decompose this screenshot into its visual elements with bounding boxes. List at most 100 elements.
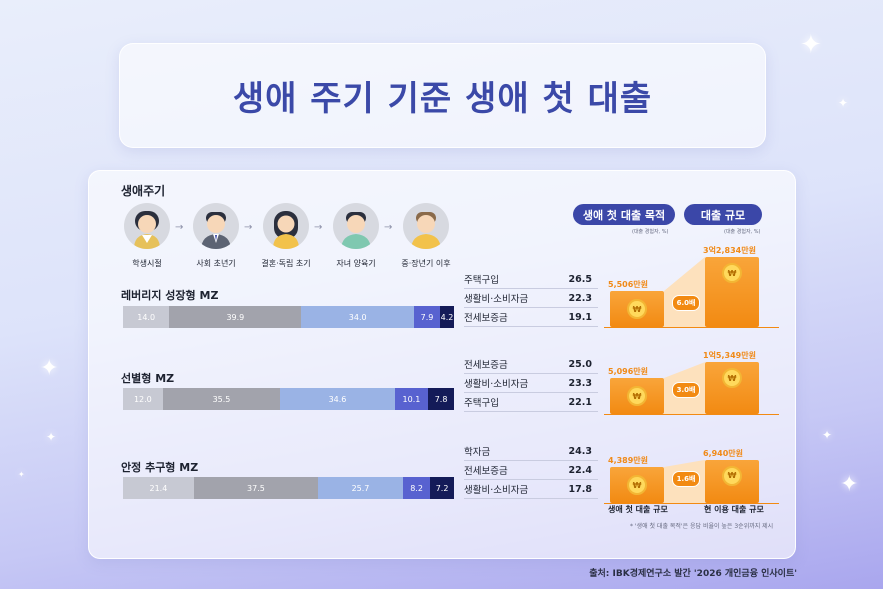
bar-segment: 35.5 [162, 388, 281, 410]
table-row: 전세보증금 22.4 [464, 461, 598, 480]
current-loan-amount: 1억5,349만원 [703, 351, 756, 361]
table-row: 생활비·소비자금 23.3 [464, 374, 598, 393]
group-label: 안정 추구형 MZ [121, 461, 199, 474]
table-row: 주택구입 22.1 [464, 393, 598, 412]
purpose-table: 주택구입 26.5 생활비·소비자금 22.3 전세보증금 19.1 [464, 270, 598, 327]
first-loan-amount: 4,389만원 [608, 456, 649, 465]
footnote: * '생애 첫 대출 목적'은 응답 비율이 높은 3순위까지 제시 [630, 523, 774, 530]
sparkle-icon: ✦ [800, 30, 822, 60]
sparkle-icon: ✦ [840, 472, 859, 497]
table-row: 주택구입 26.5 [464, 270, 598, 289]
purpose-label: 전세보증금 [464, 466, 508, 477]
bar-segment: 37.5 [193, 477, 318, 499]
lifecycle-label: 생애주기 [121, 184, 166, 198]
sparkle-icon: ✦ [46, 430, 57, 444]
first-loan-amount: 5,096만원 [608, 367, 649, 376]
purpose-header: 생애 첫 대출 목적 [573, 204, 675, 225]
woman-avatar-icon [263, 203, 309, 249]
bar-segment: 39.9 [169, 306, 302, 328]
baseline [604, 414, 779, 415]
stage-early-career: 사회 초년기 [186, 203, 246, 269]
stage-middle-age: 중·장년기 이후 [396, 203, 456, 269]
title-card: 생애 주기 기준 생애 첫 대출 [119, 43, 766, 148]
stage-label: 중·장년기 이후 [401, 259, 451, 268]
purpose-table: 전세보증금 25.0 생활비·소비자금 23.3 주택구입 22.1 [464, 355, 598, 412]
arrow-right-icon: → [384, 222, 393, 233]
stage-student: 학생시절 [117, 203, 177, 269]
current-loan-amount: 6,940만원 [703, 448, 744, 458]
purpose-value: 23.3 [568, 377, 592, 389]
group-label: 레버리지 성장형 MZ [121, 289, 219, 302]
purpose-label: 학자금 [464, 447, 491, 458]
table-row: 학자금 24.3 [464, 442, 598, 461]
baseline [604, 503, 779, 504]
group-label: 선별형 MZ [121, 372, 175, 385]
bar-segment: 7.2 [430, 477, 454, 499]
stage-parenting: 자녀 양육기 [326, 203, 386, 269]
purpose-value: 24.3 [568, 445, 592, 457]
parent-avatar-icon [333, 203, 379, 249]
table-row: 생활비·소비자금 17.8 [464, 480, 598, 499]
arrow-right-icon: → [175, 222, 184, 233]
purpose-value: 22.3 [568, 292, 592, 304]
scale-header: 대출 규모 [684, 204, 762, 225]
arrow-right-icon: → [314, 222, 323, 233]
sparkle-icon: ✦ [40, 356, 59, 381]
stacked-bar: 12.0 35.5 34.6 10.1 7.8 [123, 388, 454, 410]
purpose-note: (대출 경험자, %) [632, 229, 669, 235]
student-avatar-icon [124, 203, 170, 249]
purpose-value: 22.1 [568, 396, 592, 408]
bar-segment: 21.4 [123, 477, 194, 499]
purpose-label: 생활비·소비자금 [464, 485, 529, 496]
first-loan-amount: 5,506만원 [608, 280, 649, 289]
purpose-label: 주택구입 [464, 398, 499, 409]
won-coin-icon: ₩ [722, 465, 742, 486]
won-coin-icon: ₩ [627, 299, 647, 319]
bar-segment: 14.0 [123, 306, 170, 328]
won-coin-icon: ₩ [722, 368, 742, 389]
stacked-bar: 14.0 39.9 34.0 7.9 4.2 [123, 306, 454, 328]
bar-segment: 25.7 [317, 477, 404, 499]
purpose-label: 전세보증금 [464, 313, 508, 324]
arrow-right-icon: → [244, 222, 253, 233]
bar-segment: 8.2 [403, 477, 431, 499]
bar-segment: 34.6 [280, 388, 395, 410]
purpose-label: 주택구입 [464, 275, 499, 286]
page-title: 생애 주기 기준 생애 첫 대출 [232, 79, 653, 119]
bar-segment: 4.2 [440, 306, 454, 328]
purpose-label: 전세보증금 [464, 360, 508, 371]
first-loan-axis-label: 생애 첫 대출 규모 [608, 505, 668, 514]
scale-note: (대출 경험자, %) [724, 229, 761, 235]
growth-multiple-badge: 3.0배 [672, 382, 700, 398]
bar-segment: 12.0 [123, 388, 163, 410]
sparkle-icon: ✦ [18, 470, 25, 479]
won-coin-icon: ₩ [627, 386, 647, 406]
growth-multiple-badge: 1.6배 [672, 471, 700, 487]
bar-segment: 10.1 [394, 388, 429, 410]
table-row: 전세보증금 25.0 [464, 355, 598, 374]
bar-segment: 7.9 [413, 306, 441, 328]
purpose-value: 22.4 [568, 464, 592, 476]
purpose-label: 생활비·소비자금 [464, 294, 529, 305]
purpose-value: 25.0 [568, 358, 592, 370]
purpose-label: 생활비·소비자금 [464, 379, 529, 390]
baseline [604, 327, 779, 328]
stacked-bar: 21.4 37.5 25.7 8.2 7.2 [123, 477, 454, 499]
stage-label: 학생시절 [132, 259, 162, 268]
source-credit: 출처: IBK경제연구소 발간 '2026 개인금융 인사이트' [589, 569, 797, 579]
purpose-value: 19.1 [568, 311, 592, 323]
purpose-table: 학자금 24.3 전세보증금 22.4 생활비·소비자금 17.8 [464, 442, 598, 499]
bar-segment: 7.8 [428, 388, 454, 410]
purpose-value: 26.5 [568, 273, 592, 285]
won-coin-icon: ₩ [627, 475, 647, 495]
table-row: 생활비·소비자금 22.3 [464, 289, 598, 308]
stage-marriage: 결혼·독립 초기 [256, 203, 316, 269]
senior-avatar-icon [403, 203, 449, 249]
bar-segment: 34.0 [301, 306, 414, 328]
office-worker-avatar-icon [193, 203, 239, 249]
table-row: 전세보증금 19.1 [464, 308, 598, 327]
stage-label: 결혼·독립 초기 [261, 259, 311, 268]
stage-label: 자녀 양육기 [336, 259, 376, 268]
sparkle-icon: ✦ [838, 96, 849, 110]
current-loan-axis-label: 현 이용 대출 규모 [704, 505, 764, 514]
